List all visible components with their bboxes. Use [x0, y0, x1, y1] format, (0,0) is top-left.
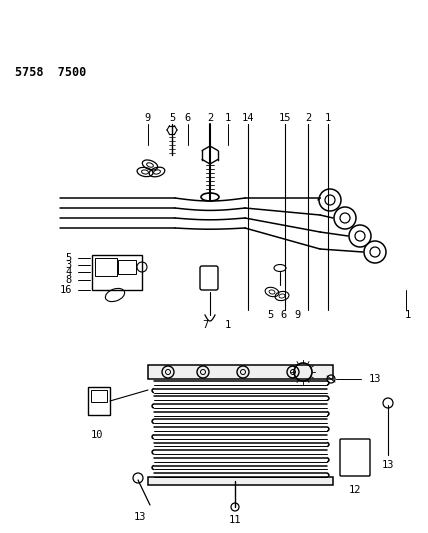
Text: 14: 14 [242, 113, 254, 123]
Text: 9: 9 [145, 113, 151, 123]
Text: 13: 13 [382, 460, 394, 470]
Text: 1: 1 [225, 320, 231, 330]
Text: 1: 1 [225, 113, 231, 123]
Text: 6: 6 [185, 113, 191, 123]
Text: 5: 5 [267, 310, 273, 320]
Text: 7: 7 [202, 320, 208, 330]
Bar [148, 477, 333, 485]
Bar [88, 387, 110, 415]
Text: 10: 10 [91, 430, 103, 440]
Text: 4: 4 [66, 267, 72, 277]
Text: 3: 3 [66, 260, 72, 270]
Bar [148, 365, 333, 379]
Text: 5: 5 [169, 113, 175, 123]
Text: 8: 8 [66, 275, 72, 285]
Text: 15: 15 [279, 113, 291, 123]
Text: 12: 12 [349, 485, 361, 495]
Text: 5: 5 [66, 253, 72, 263]
Bar [118, 260, 136, 274]
Text: 1: 1 [405, 310, 411, 320]
Bar [91, 390, 107, 402]
Text: 6: 6 [281, 310, 287, 320]
Text: 9: 9 [295, 310, 301, 320]
Text: 16: 16 [59, 285, 72, 295]
Text: 2: 2 [207, 113, 213, 123]
Text: 11: 11 [229, 515, 241, 525]
Bar [95, 258, 117, 276]
Text: 13: 13 [369, 374, 381, 384]
Text: 5758  7500: 5758 7500 [15, 66, 86, 78]
Text: 1: 1 [325, 113, 331, 123]
Text: 2: 2 [305, 113, 311, 123]
Text: 13: 13 [134, 512, 146, 522]
Bar [92, 255, 142, 290]
